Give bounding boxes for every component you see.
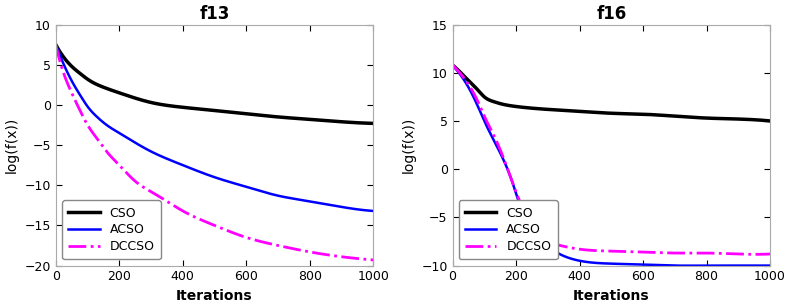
- DCCSO: [751, 253, 760, 256]
- DCCSO: [588, 249, 597, 252]
- CSO: [448, 63, 457, 67]
- ACSO: [480, 120, 490, 124]
- ACSO: [683, 264, 692, 268]
- CSO: [695, 116, 705, 120]
- ACSO: [448, 63, 457, 67]
- DCCSO: [191, 216, 200, 219]
- ACSO: [588, 261, 597, 265]
- Legend: CSO, ACSO, DCCSO: CSO, ACSO, DCCSO: [459, 200, 558, 259]
- CSO: [299, 117, 308, 121]
- DCCSO: [51, 43, 61, 47]
- Title: f13: f13: [199, 5, 229, 23]
- ACSO: [696, 264, 706, 267]
- CSO: [51, 43, 61, 47]
- CSO: [369, 122, 378, 125]
- CSO: [269, 115, 278, 118]
- CSO: [180, 106, 189, 109]
- Line: ACSO: ACSO: [56, 45, 373, 211]
- ACSO: [369, 209, 378, 213]
- Line: DCCSO: DCCSO: [56, 45, 373, 260]
- CSO: [701, 116, 710, 120]
- Line: CSO: CSO: [452, 65, 770, 121]
- CSO: [766, 119, 775, 123]
- DCCSO: [701, 251, 710, 255]
- ACSO: [666, 264, 676, 267]
- ACSO: [305, 199, 314, 203]
- ACSO: [576, 259, 585, 263]
- DCCSO: [448, 63, 457, 67]
- DCCSO: [369, 258, 378, 262]
- CSO: [305, 117, 314, 121]
- ACSO: [191, 168, 200, 172]
- ACSO: [299, 198, 308, 202]
- ACSO: [269, 193, 278, 197]
- CSO: [480, 95, 490, 99]
- X-axis label: Iterations: Iterations: [176, 289, 253, 303]
- Title: f16: f16: [596, 5, 626, 23]
- CSO: [576, 110, 585, 113]
- DCCSO: [299, 249, 308, 253]
- Y-axis label: log(f(x)): log(f(x)): [402, 117, 416, 173]
- DCCSO: [269, 243, 278, 246]
- ACSO: [51, 43, 61, 47]
- DCCSO: [576, 248, 585, 251]
- X-axis label: Iterations: Iterations: [573, 289, 649, 303]
- DCCSO: [305, 250, 314, 254]
- Line: CSO: CSO: [56, 45, 373, 124]
- Line: DCCSO: DCCSO: [452, 65, 770, 254]
- Line: ACSO: ACSO: [452, 65, 770, 266]
- CSO: [191, 107, 200, 111]
- DCCSO: [766, 252, 775, 256]
- ACSO: [766, 264, 775, 267]
- DCCSO: [666, 251, 676, 255]
- ACSO: [180, 164, 189, 168]
- DCCSO: [695, 251, 705, 255]
- DCCSO: [84, 124, 93, 128]
- ACSO: [84, 106, 93, 109]
- DCCSO: [480, 116, 490, 120]
- CSO: [666, 114, 676, 118]
- DCCSO: [180, 210, 189, 213]
- CSO: [588, 110, 597, 114]
- CSO: [84, 78, 93, 82]
- Legend: CSO, ACSO, DCCSO: CSO, ACSO, DCCSO: [62, 200, 161, 259]
- ACSO: [702, 264, 711, 267]
- Y-axis label: log(f(x)): log(f(x)): [5, 117, 19, 173]
